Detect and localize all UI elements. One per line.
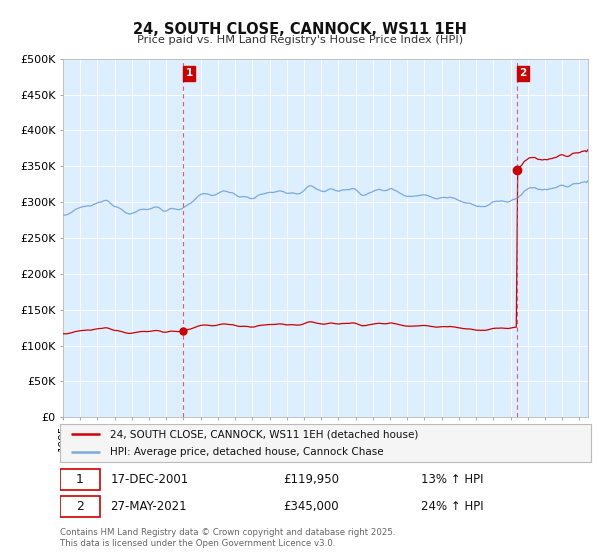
Text: 13% ↑ HPI: 13% ↑ HPI: [421, 473, 484, 486]
FancyBboxPatch shape: [60, 469, 100, 490]
Text: 2: 2: [520, 68, 527, 78]
Text: 24, SOUTH CLOSE, CANNOCK, WS11 1EH: 24, SOUTH CLOSE, CANNOCK, WS11 1EH: [133, 22, 467, 38]
Text: £345,000: £345,000: [283, 500, 338, 513]
Text: Contains HM Land Registry data © Crown copyright and database right 2025.
This d: Contains HM Land Registry data © Crown c…: [60, 528, 395, 548]
Text: 24% ↑ HPI: 24% ↑ HPI: [421, 500, 484, 513]
Text: HPI: Average price, detached house, Cannock Chase: HPI: Average price, detached house, Cann…: [110, 447, 384, 457]
Text: 2: 2: [76, 500, 84, 513]
FancyBboxPatch shape: [60, 496, 100, 517]
Text: 24, SOUTH CLOSE, CANNOCK, WS11 1EH (detached house): 24, SOUTH CLOSE, CANNOCK, WS11 1EH (deta…: [110, 429, 419, 439]
Text: Price paid vs. HM Land Registry's House Price Index (HPI): Price paid vs. HM Land Registry's House …: [137, 35, 463, 45]
Text: 27-MAY-2021: 27-MAY-2021: [110, 500, 187, 513]
Text: £119,950: £119,950: [283, 473, 339, 486]
Text: 1: 1: [185, 68, 193, 78]
Text: 1: 1: [76, 473, 84, 486]
Text: 17-DEC-2001: 17-DEC-2001: [110, 473, 188, 486]
